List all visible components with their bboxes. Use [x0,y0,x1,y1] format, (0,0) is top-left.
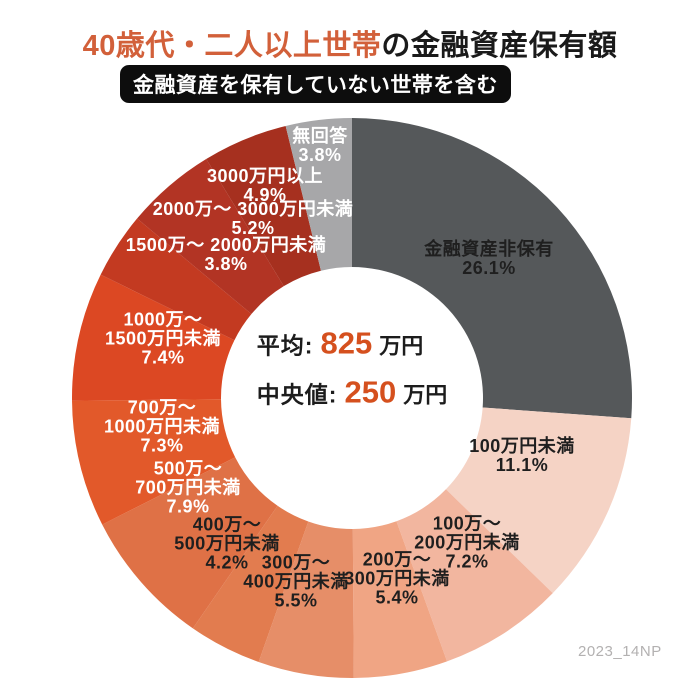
average-stat: 平均: 825 万円 [257,326,423,362]
donut-segment-3 [352,521,448,678]
watermark: 2023_14NP [578,643,662,660]
donut-segment-9 [100,218,252,341]
donut-segment-5 [192,505,309,662]
donut-segment-12 [285,118,352,271]
center-stats: 平均: 825 万円 中央値: 250 万円 [257,326,447,411]
donut-segment-11 [206,125,321,287]
donut-segment-10 [137,158,284,315]
donut-segment-4 [258,521,354,678]
median-value: 250 [344,374,397,410]
median-stat: 中央値: 250 万円 [257,375,447,411]
average-unit: 万円 [379,333,424,359]
average-label: 平均: [256,332,314,359]
title-rest: の金融資産保有額 [381,30,618,62]
title-highlight: 40歳代・二人以上世帯 [82,30,382,62]
donut-segment-1 [445,407,632,594]
donut-segment-6 [102,457,278,629]
donut-segment-7 [72,399,236,525]
average-value: 825 [320,325,373,361]
donut-segment-8 [71,274,235,401]
subtitle-badge: 金融資産を保有していない世帯を含む [120,65,511,103]
donut-segment-2 [396,489,553,662]
page-title: 40歳代・二人以上世帯の金融資産保有額 [0,22,700,64]
median-unit: 万円 [403,382,448,408]
median-label: 中央値: [256,381,338,408]
donut-segment-0 [352,117,633,419]
